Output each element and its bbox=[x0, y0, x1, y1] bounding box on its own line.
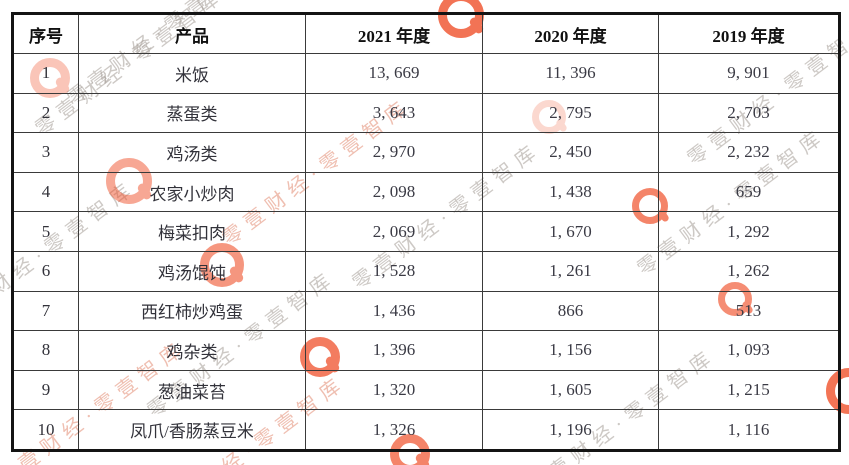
value-2021-cell: 13, 669 bbox=[305, 53, 483, 94]
table-row: 6 鸡汤馄饨 1, 528 1, 261 1, 262 bbox=[12, 250, 840, 292]
row-number-cell: 9 bbox=[12, 369, 79, 411]
row-number-cell: 6 bbox=[12, 250, 79, 292]
value-2020-cell: 1, 670 bbox=[482, 211, 659, 252]
value-2020-cell: 2, 795 bbox=[482, 92, 659, 134]
header-no: 序号 bbox=[12, 13, 79, 54]
product-cell: 鸡汤馄饨 bbox=[78, 250, 306, 292]
value-2020-cell: 2, 450 bbox=[482, 132, 659, 173]
value-2021-cell: 1, 396 bbox=[305, 330, 483, 371]
value-2019-cell: 1, 215 bbox=[658, 369, 840, 411]
value-2019-cell: 513 bbox=[658, 290, 840, 332]
table-row: 1 米饭 13, 669 11, 396 9, 901 bbox=[12, 53, 840, 94]
value-2021-cell: 2, 069 bbox=[305, 211, 483, 252]
header-2019: 2019 年度 bbox=[658, 13, 840, 54]
value-2021-cell: 1, 320 bbox=[305, 369, 483, 411]
value-2019-cell: 1, 292 bbox=[658, 211, 840, 252]
product-cell: 农家小炒肉 bbox=[78, 171, 306, 213]
value-2020-cell: 1, 438 bbox=[482, 171, 659, 213]
table-row: 2 蒸蛋类 3, 643 2, 795 2, 703 bbox=[12, 92, 840, 134]
row-number-cell: 7 bbox=[12, 290, 79, 332]
value-2021-cell: 2, 098 bbox=[305, 171, 483, 213]
table-row: 3 鸡汤类 2, 970 2, 450 2, 232 bbox=[12, 132, 840, 173]
product-cell: 米饭 bbox=[78, 53, 306, 94]
row-number-cell: 10 bbox=[12, 409, 79, 451]
product-cell: 蒸蛋类 bbox=[78, 92, 306, 134]
row-number-cell: 8 bbox=[12, 330, 79, 371]
row-number-cell: 1 bbox=[12, 53, 79, 94]
table-row: 5 梅菜扣肉 2, 069 1, 670 1, 292 bbox=[12, 211, 840, 252]
value-2021-cell: 2, 970 bbox=[305, 132, 483, 173]
product-revenue-table: 序号 产品 2021 年度 2020 年度 2019 年度 1 米饭 13, 6… bbox=[11, 12, 841, 452]
value-2019-cell: 1, 093 bbox=[658, 330, 840, 371]
value-2019-cell: 9, 901 bbox=[658, 53, 840, 94]
value-2019-cell: 2, 703 bbox=[658, 92, 840, 134]
value-2020-cell: 1, 605 bbox=[482, 369, 659, 411]
product-cell: 葱油菜苔 bbox=[78, 369, 306, 411]
row-number-cell: 4 bbox=[12, 171, 79, 213]
value-2020-cell: 1, 156 bbox=[482, 330, 659, 371]
value-2020-cell: 1, 261 bbox=[482, 250, 659, 292]
product-cell: 凤爪/香肠蒸豆米 bbox=[78, 409, 306, 451]
value-2020-cell: 11, 396 bbox=[482, 53, 659, 94]
header-2020: 2020 年度 bbox=[482, 13, 659, 54]
value-2021-cell: 1, 436 bbox=[305, 290, 483, 332]
row-number-cell: 2 bbox=[12, 92, 79, 134]
row-number-cell: 5 bbox=[12, 211, 79, 252]
table-row: 4 农家小炒肉 2, 098 1, 438 659 bbox=[12, 171, 840, 213]
table-row: 10 凤爪/香肠蒸豆米 1, 326 1, 196 1, 116 bbox=[12, 409, 840, 451]
value-2019-cell: 659 bbox=[658, 171, 840, 213]
product-cell: 鸡杂类 bbox=[78, 330, 306, 371]
value-2020-cell: 866 bbox=[482, 290, 659, 332]
header-row: 序号 产品 2021 年度 2020 年度 2019 年度 bbox=[12, 13, 840, 54]
value-2021-cell: 1, 326 bbox=[305, 409, 483, 451]
value-2019-cell: 2, 232 bbox=[658, 132, 840, 173]
value-2020-cell: 1, 196 bbox=[482, 409, 659, 451]
header-product: 产品 bbox=[78, 13, 306, 54]
header-2021: 2021 年度 bbox=[305, 13, 483, 54]
row-number-cell: 3 bbox=[12, 132, 79, 173]
table-row: 7 西红柿炒鸡蛋 1, 436 866 513 bbox=[12, 290, 840, 332]
value-2019-cell: 1, 116 bbox=[658, 409, 840, 451]
value-2021-cell: 1, 528 bbox=[305, 250, 483, 292]
table-row: 8 鸡杂类 1, 396 1, 156 1, 093 bbox=[12, 330, 840, 371]
product-cell: 西红柿炒鸡蛋 bbox=[78, 290, 306, 332]
product-cell: 梅菜扣肉 bbox=[78, 211, 306, 252]
product-cell: 鸡汤类 bbox=[78, 132, 306, 173]
table-row: 9 葱油菜苔 1, 320 1, 605 1, 215 bbox=[12, 369, 840, 411]
value-2021-cell: 3, 643 bbox=[305, 92, 483, 134]
value-2019-cell: 1, 262 bbox=[658, 250, 840, 292]
